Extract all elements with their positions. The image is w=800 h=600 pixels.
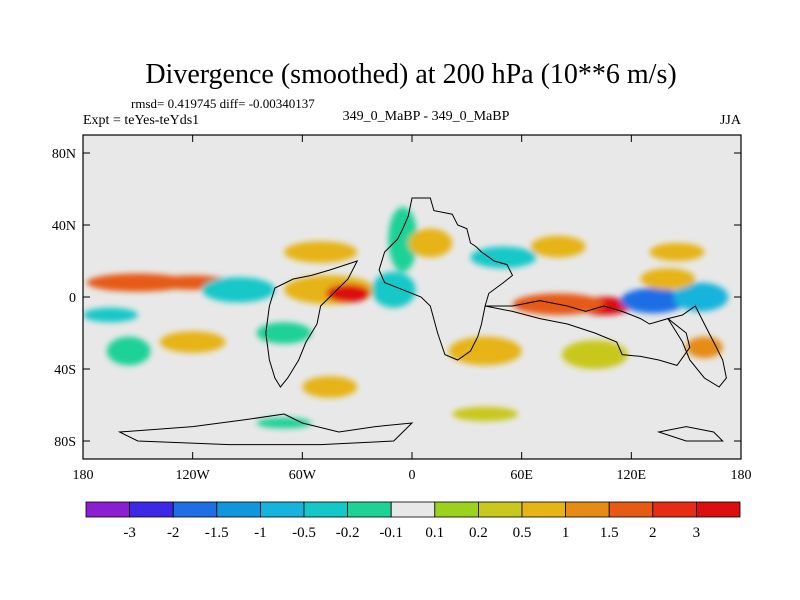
chart-title: Divergence (smoothed) at 200 hPa (10**6 …: [145, 59, 676, 90]
y-tick-label-1: 40N: [52, 219, 76, 234]
colorbar-label-6: -0.1: [379, 525, 403, 541]
y-tick-label-2: 0: [69, 291, 76, 306]
field-feature-6: [388, 207, 418, 272]
coastlines: [117, 197, 727, 446]
colorbar-swatch-5: [303, 501, 348, 518]
y-axis: 80N 40N 0 40S 80S: [52, 147, 741, 450]
y-tick-label-4: 80S: [54, 435, 76, 450]
colorbar-label-2: -1.5: [205, 525, 229, 541]
field-feature-21: [302, 376, 358, 398]
colorbar-swatch-7: [390, 501, 436, 518]
coastline-2: [485, 300, 691, 366]
field-feature-13: [620, 288, 687, 314]
coastline-4: [117, 413, 414, 446]
field-feature-19: [561, 340, 628, 369]
x-tick-label-3: 0: [409, 468, 416, 483]
x-axis: 180 120W 60W 0 60E 120E 180: [73, 135, 752, 483]
coastline-3: [667, 305, 727, 388]
colorbar-swatch-13: [652, 501, 697, 518]
colorbar-swatch-9: [477, 501, 523, 518]
field-feature-10: [530, 235, 586, 258]
colorbar: -3 -2 -1.5 -1 -0.5 -0.2 -0.1 0.1 0.2 0.5 1 1.5 2 3: [85, 501, 741, 541]
stats-line: rmsd= 0.419745 diff= -0.00340137: [131, 96, 315, 111]
x-tick-label-2: 60W: [289, 468, 317, 483]
coastline-5: [656, 426, 724, 442]
colorbar-swatch-4: [259, 501, 305, 518]
colorbar-swatch-10: [521, 501, 566, 518]
x-tick-label-4: 60E: [510, 468, 533, 483]
field-feature-2: [201, 277, 275, 303]
x-tick-label-6: 180: [731, 468, 752, 483]
colorbar-label-5: -0.2: [336, 525, 360, 541]
colorbar-label-7: 0.1: [425, 525, 444, 541]
colorbar-swatch-12: [608, 501, 654, 518]
x-tick-label-0: 180: [73, 468, 94, 483]
coastline-0: [378, 197, 514, 361]
colorbar-swatch-11: [565, 501, 610, 518]
x-tick-label-5: 120E: [617, 468, 647, 483]
field-feature-16: [106, 336, 151, 366]
colorbar-swatch-6: [347, 501, 392, 518]
case-label: 349_0_MaBP - 349_0_MaBP: [343, 109, 510, 124]
field-feature-25: [649, 243, 705, 261]
field-feature-14: [673, 282, 729, 312]
colorbar-label-12: 2: [649, 525, 657, 541]
colorbar-label-11: 1.5: [600, 525, 619, 541]
field-feature-9: [470, 246, 537, 269]
colorbar-label-3: -1: [254, 525, 267, 541]
colorbar-swatch-1: [129, 501, 174, 518]
experiment-label: Expt = teYes-teYds1: [83, 113, 199, 128]
x-tick-label-1: 120W: [176, 468, 211, 483]
colorbar-swatch-14: [696, 501, 741, 518]
field-feature-24: [640, 268, 696, 290]
colorbar-label-1: -2: [167, 525, 180, 541]
field-feature-5: [371, 271, 416, 308]
y-tick-label-0: 80N: [52, 147, 76, 162]
colorbar-swatch-0: [85, 501, 130, 518]
colorbar-label-4: -0.5: [292, 525, 316, 541]
colorbar-label-9: 0.5: [513, 525, 532, 541]
y-tick-label-3: 40S: [54, 363, 76, 378]
colorbar-swatch-3: [216, 501, 261, 518]
colorbar-label-8: 0.2: [469, 525, 488, 541]
colorbar-label-10: 1: [562, 525, 570, 541]
field-feature-26: [256, 322, 312, 344]
field-feature-15: [83, 307, 138, 323]
colorbar-label-0: -3: [123, 525, 136, 541]
field-feature-8: [284, 241, 358, 263]
field-feature-7: [408, 228, 453, 258]
colorbar-swatch-2: [172, 501, 218, 518]
colorbar-label-13: 3: [693, 525, 701, 541]
colorbar-swatch-8: [434, 501, 479, 518]
season-label: JJA: [720, 113, 742, 128]
field-feature-22: [452, 406, 519, 422]
field-feature-17: [159, 331, 226, 353]
field-feature-4: [326, 284, 370, 303]
field-feature-20: [686, 336, 723, 359]
field-feature-18: [448, 336, 522, 366]
coastline-1: [265, 260, 359, 388]
